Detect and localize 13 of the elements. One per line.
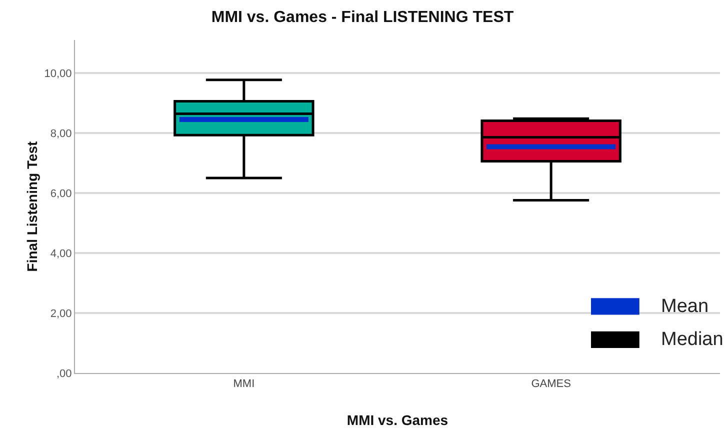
chart-title: MMI vs. Games - Final LISTENING TEST bbox=[211, 9, 514, 26]
y-tick-label: 6,00 bbox=[50, 188, 72, 200]
y-tick-label: 4,00 bbox=[50, 248, 72, 260]
x-tick-label: GAMES bbox=[531, 378, 571, 390]
y-tick-label: 2,00 bbox=[50, 308, 72, 320]
x-tick-label: MMI bbox=[233, 378, 255, 390]
y-tick-label: ,00 bbox=[56, 368, 72, 380]
x-axis-title: MMI vs. Games bbox=[346, 412, 448, 428]
y-tick-label: 8,00 bbox=[50, 128, 72, 140]
y-tick-label: 10,00 bbox=[44, 68, 72, 80]
y-axis-title: Final Listening Test bbox=[24, 140, 40, 272]
annotation: Median bbox=[661, 329, 724, 350]
annotation: Mean bbox=[661, 296, 709, 317]
